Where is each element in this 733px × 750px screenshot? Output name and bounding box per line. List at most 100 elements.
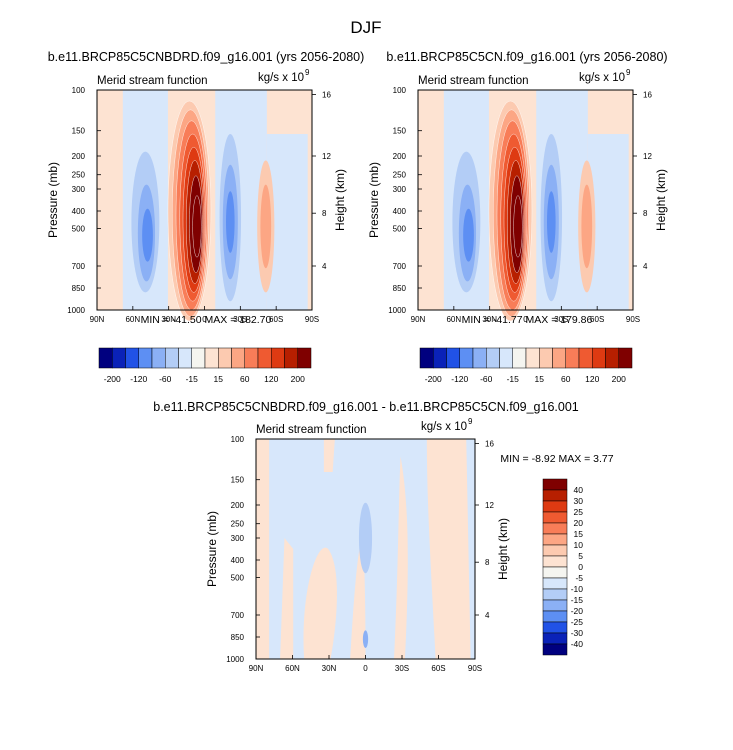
y-tick-label: 850 (72, 284, 86, 293)
colorbar-box (138, 347, 153, 369)
colorbar-label: 30 (574, 496, 584, 506)
colorbar-box (125, 347, 139, 369)
colorbar-box (542, 632, 568, 645)
colorbar-box (578, 347, 593, 369)
colorbar-label: 5 (578, 551, 583, 561)
colorbar-label: 10 (574, 540, 584, 550)
colorbar-box (191, 347, 206, 369)
y-tick-label: 700 (231, 611, 245, 620)
colorbar-box (542, 500, 568, 513)
colorbar-label: 200 (612, 374, 626, 384)
units-label: kg/s x 10 (421, 421, 467, 433)
colorbar-label: -120 (130, 374, 147, 384)
min-max-stats: MIN = -8.92 MAX = 3.77 (500, 453, 613, 465)
y-tick-label: 200 (393, 152, 407, 161)
x-tick-label: 90S (626, 315, 640, 324)
colorbar-label: 15 (535, 374, 545, 384)
colorbar-label: -40 (571, 639, 584, 649)
colorbar-label: -20 (571, 606, 584, 616)
y-axis-label: Pressure (mb) (205, 511, 219, 587)
colorbar-box (231, 347, 245, 369)
colorbar-box (542, 643, 568, 656)
colorbar-box (459, 347, 474, 369)
colorbar-box (218, 347, 232, 369)
x-tick-label: 30S (554, 315, 568, 324)
y-tick-label: 850 (231, 633, 245, 642)
y-tick-label: 150 (72, 127, 86, 136)
y-tick-label: 1000 (226, 655, 244, 664)
colorbar-box (542, 555, 568, 568)
y-tick-label: 500 (72, 225, 86, 234)
colorbar-label: 25 (574, 507, 584, 517)
chart-title: b.e11.BRCP85C5CN.f09_g16.001 (yrs 2056-2… (386, 50, 667, 64)
y-tick-label: 200 (72, 152, 86, 161)
y-axis-label: Pressure (mb) (367, 162, 381, 238)
y-tick-label: 400 (393, 207, 407, 216)
chart-panel-3: b.e11.BRCP85C5CNBDRD.f09_g16.001 - b.e11… (153, 400, 614, 673)
y-tick-label: 1000 (388, 306, 406, 315)
x-tick-label: 30N (161, 315, 176, 324)
x-tick-label: 30S (233, 315, 247, 324)
y-tick-label: 100 (72, 86, 86, 95)
x-tick-label: 60S (269, 315, 283, 324)
y2-tick-label: 8 (643, 209, 648, 218)
colorbar-label: -5 (575, 573, 583, 583)
y2-tick-label: 4 (322, 262, 327, 271)
colorbar-label: 0 (578, 562, 583, 572)
x-tick-label: 0 (363, 664, 368, 673)
y-tick-label: 250 (231, 520, 245, 529)
x-tick-label: 60S (431, 664, 445, 673)
y-tick-label: 300 (393, 185, 407, 194)
y2-tick-label: 12 (485, 501, 494, 510)
y-tick-label: 200 (231, 501, 245, 510)
colorbar-box (244, 347, 259, 369)
colorbar-label: -60 (159, 374, 172, 384)
x-tick-label: 0 (523, 315, 528, 324)
colorbar-box (525, 347, 540, 369)
y-tick-label: 400 (72, 207, 86, 216)
chart-panel-2: b.e11.BRCP85C5CN.f09_g16.001 (yrs 2056-2… (367, 50, 668, 384)
y2-axis-label: Height (km) (333, 169, 347, 231)
colorbar-box (542, 489, 568, 502)
x-tick-label: 60N (285, 664, 300, 673)
y-tick-label: 500 (393, 225, 407, 234)
y-tick-label: 250 (393, 171, 407, 180)
stream-function-field (418, 90, 633, 322)
colorbar-label: -60 (480, 374, 493, 384)
colorbar-label: 40 (574, 485, 584, 495)
colorbar-box (98, 347, 113, 369)
min-max-stats: MIN = -41.77 MAX = 179.86 (462, 314, 593, 326)
colorbar-box (542, 621, 568, 634)
colorbar-label: 200 (291, 374, 305, 384)
y-tick-label: 250 (72, 171, 86, 180)
x-tick-label: 90N (249, 664, 264, 673)
colorbar-box (542, 588, 568, 601)
x-tick-label: 60S (590, 315, 604, 324)
colorbar-label: 60 (561, 374, 571, 384)
chart-panel-1: b.e11.BRCP85C5CNBDRD.f09_g16.001 (yrs 20… (46, 50, 364, 384)
x-tick-label: 30N (322, 664, 337, 673)
y-tick-label: 500 (231, 574, 245, 583)
units-exponent: 9 (305, 68, 310, 77)
plots-container: b.e11.BRCP85C5CNBDRD.f09_g16.001 (yrs 20… (46, 50, 668, 673)
x-tick-label: 90S (305, 315, 319, 324)
figure-title: DJF (350, 18, 381, 37)
y2-tick-label: 4 (643, 262, 648, 271)
x-tick-label: 30N (482, 315, 497, 324)
colorbar-box (112, 347, 126, 369)
colorbar-box (284, 347, 298, 369)
colorbar-box (499, 347, 513, 369)
y-tick-label: 300 (231, 534, 245, 543)
colorbar-label: -15 (507, 374, 520, 384)
colorbar-box (512, 347, 527, 369)
colorbar-label: 60 (240, 374, 250, 384)
y2-axis-label: Height (km) (654, 169, 668, 231)
colorbar-label: -15 (186, 374, 199, 384)
y-tick-label: 700 (393, 262, 407, 271)
colorbar-box (271, 347, 285, 369)
y-tick-label: 150 (231, 476, 245, 485)
colorbar-label: 15 (574, 529, 584, 539)
colorbar-box (542, 599, 568, 612)
colorbar-label: 120 (585, 374, 599, 384)
